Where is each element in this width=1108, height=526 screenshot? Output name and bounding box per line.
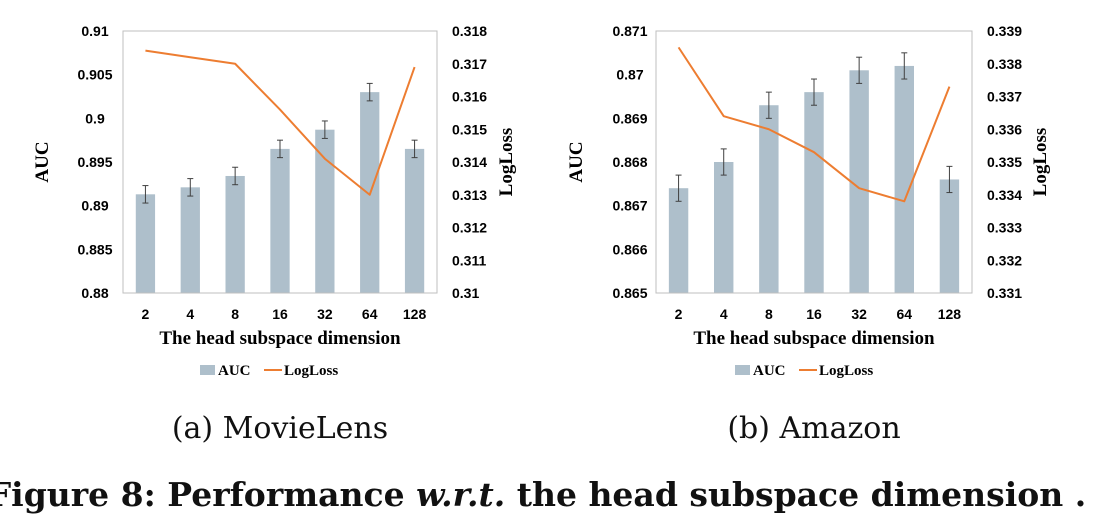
logloss-line <box>677 46 951 203</box>
error-bar <box>901 52 908 80</box>
auc-bar <box>804 92 824 293</box>
y-tick-label: 0.866 <box>612 241 647 257</box>
y-tick-label: 0.905 <box>77 67 112 83</box>
y-tick-label: 0.865 <box>612 285 647 301</box>
auc-bar <box>894 65 914 293</box>
x-tick-label: 128 <box>938 306 962 322</box>
y-tick-label: 0.9 <box>85 110 105 126</box>
x-tick-label: 128 <box>403 306 427 322</box>
auc-bar <box>759 105 779 293</box>
y2-tick-label: 0.316 <box>452 89 487 105</box>
auc-bar <box>668 188 689 293</box>
y-tick-label: 0.88 <box>81 285 108 301</box>
y2-tick-label: 0.331 <box>987 285 1022 301</box>
y-axis-title: AUC <box>566 141 587 182</box>
y2-tick-label: 0.31 <box>452 285 479 301</box>
y2-tick-label: 0.311 <box>452 252 486 268</box>
chart-amazon: 0.865 0.866 0.867 0.868 0.869 0.87 0.871 0.331 0… <box>566 23 1051 446</box>
x-tick-label: 2 <box>142 306 150 322</box>
x-tick-label: 16 <box>272 306 288 322</box>
auc-bar <box>315 129 335 293</box>
x-tick-label: 16 <box>806 306 822 322</box>
auc-bar <box>225 175 245 293</box>
y-tick-label: 0.868 <box>612 154 647 170</box>
y2-tick-label: 0.317 <box>452 56 487 72</box>
x-tick-label: 32 <box>851 306 867 322</box>
y-tick-label: 0.869 <box>612 110 647 126</box>
error-bar <box>142 185 149 204</box>
auc-bar <box>714 162 734 293</box>
y-tick-label: 0.91 <box>81 23 108 39</box>
error-bar <box>366 82 373 102</box>
y2-tick-label: 0.339 <box>987 23 1022 39</box>
x-tick-label: 4 <box>720 306 728 322</box>
y2-tick-label: 0.336 <box>987 121 1022 137</box>
error-bar <box>811 78 817 106</box>
y2-tick-label: 0.333 <box>987 220 1022 236</box>
y2-tick-label: 0.313 <box>452 187 487 203</box>
legend: AUC LogLoss <box>735 363 873 379</box>
error-bar <box>321 120 328 139</box>
y2-tick-label: 0.335 <box>987 154 1022 170</box>
y2-axis-title: LogLoss <box>496 128 517 197</box>
error-bar <box>277 139 283 159</box>
error-bar <box>765 91 772 119</box>
y-tick-label: 0.89 <box>81 198 108 214</box>
error-bar <box>232 166 239 186</box>
y-tick-label: 0.871 <box>612 23 647 39</box>
auc-bar <box>135 194 156 293</box>
y2-tick-label: 0.315 <box>452 121 487 137</box>
error-bar <box>856 56 863 84</box>
error-bar <box>675 174 682 202</box>
logloss-line <box>145 49 416 196</box>
legend-label-auc: AUC <box>753 363 786 379</box>
x-tick-label: 8 <box>765 306 773 322</box>
legend-label-logloss: LogLoss <box>284 363 338 379</box>
legend-swatch-auc <box>200 365 215 375</box>
x-axis-title: The head subspace dimension <box>693 328 935 349</box>
x-tick-label: 32 <box>317 306 333 322</box>
plot-frame <box>122 30 438 294</box>
legend-swatch-auc <box>735 365 750 375</box>
auc-bar <box>404 148 425 293</box>
x-axis-title: The head subspace dimension <box>159 328 401 349</box>
error-bar <box>187 178 194 197</box>
y2-tick-label: 0.334 <box>987 187 1022 203</box>
error-bar <box>720 148 727 176</box>
y2-axis-title: LogLoss <box>1030 128 1051 197</box>
legend-label-auc: AUC <box>218 363 251 379</box>
error-bar <box>946 165 953 194</box>
x-tick-label: 2 <box>675 306 683 322</box>
y2-tick-label: 0.314 <box>452 154 487 170</box>
auc-bar <box>270 148 290 293</box>
y2-tick-label: 0.337 <box>987 89 1022 105</box>
figure-caption: Figure 8: Performance w.r.t. the head su… <box>0 475 1086 514</box>
y2-tick-label: 0.312 <box>452 220 487 236</box>
subfigure-caption: (a) MovieLens <box>172 411 388 446</box>
y2-tick-label: 0.338 <box>987 56 1022 72</box>
auc-bar <box>939 179 960 293</box>
auc-bar <box>180 187 200 293</box>
y2-tick-label: 0.318 <box>452 23 487 39</box>
x-tick-label: 64 <box>896 306 912 322</box>
y2-tick-label: 0.332 <box>987 252 1022 268</box>
legend: AUC LogLoss <box>200 363 338 379</box>
auc-bar <box>849 70 869 293</box>
plot-frame <box>655 30 973 294</box>
x-tick-label: 8 <box>231 306 239 322</box>
x-tick-label: 64 <box>362 306 378 322</box>
y-tick-label: 0.87 <box>616 67 643 83</box>
x-tick-label: 4 <box>186 306 194 322</box>
chart-movielens: 0.88 0.885 0.89 0.895 0.9 0.905 0.91 0.31 0.311 0… <box>32 23 517 446</box>
y-tick-label: 0.885 <box>77 241 112 257</box>
error-bar <box>411 139 418 159</box>
legend-label-logloss: LogLoss <box>819 363 873 379</box>
subfigure-caption: (b) Amazon <box>727 411 900 446</box>
y-tick-label: 0.867 <box>612 198 647 214</box>
y-tick-label: 0.895 <box>77 154 112 170</box>
y-axis-title: AUC <box>32 141 53 182</box>
